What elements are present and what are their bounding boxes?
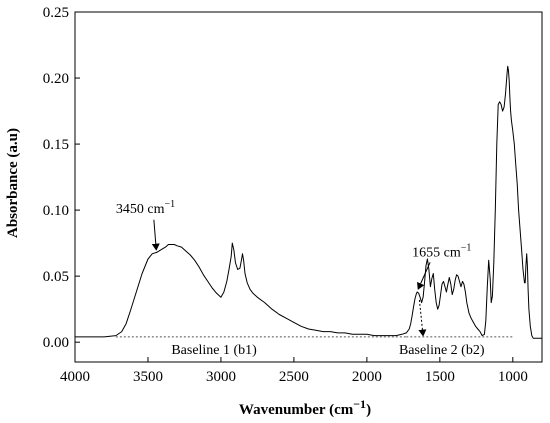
annotation-label: 3450 cm−1 xyxy=(116,199,175,217)
x-tick-label: 1000 xyxy=(498,369,528,385)
annotation-text: 1655 cm xyxy=(412,245,461,260)
y-tick-label: 0.25 xyxy=(43,5,69,21)
x-axis-title-text: Wavenumber (cm xyxy=(239,402,354,418)
x-axis-title: Wavenumber (cm−1) xyxy=(239,397,371,418)
x-tick-label: 2000 xyxy=(352,369,382,385)
x-tick-label: 3000 xyxy=(206,369,236,385)
annotation-label: 1655 cm−1 xyxy=(412,242,471,260)
annotation-arrow-baseline2 xyxy=(418,299,427,337)
annotation-label: Baseline 1 (b1) xyxy=(171,343,257,358)
y-tick-label: 0.15 xyxy=(43,137,69,153)
x-tick-label: 2500 xyxy=(279,369,309,385)
plot-area: 4000 3500 3000 2500 2000 1500 1000 0.00 0.05 0.10… xyxy=(43,5,543,385)
y-tick-label: 0.05 xyxy=(43,269,69,285)
y-tick-label: 0.20 xyxy=(43,71,69,87)
spectrum-line xyxy=(75,65,542,339)
plot-frame xyxy=(74,11,543,363)
x-tick-label: 1500 xyxy=(425,369,455,385)
y-tick-label: 0.00 xyxy=(43,335,69,351)
x-tick-label: 3500 xyxy=(133,369,163,385)
x-tick-label: 4000 xyxy=(60,369,90,385)
annotation-arrow-3450 xyxy=(151,219,160,251)
annotation-text: 3450 cm xyxy=(116,202,165,217)
annotation-text: Baseline 2 (b2) xyxy=(399,343,485,358)
x-axis-title-tail: ) xyxy=(366,402,371,418)
annotation-text: Baseline 1 (b1) xyxy=(171,343,257,358)
x-axis-title-superscript: −1 xyxy=(353,397,366,411)
annotation-superscript: −1 xyxy=(461,242,472,253)
annotation-superscript: −1 xyxy=(164,199,175,210)
y-tick-label: 0.10 xyxy=(43,203,69,219)
annotation-label: Baseline 2 (b2) xyxy=(399,343,485,358)
y-axis-title: Absorbance (a.u) xyxy=(5,128,21,238)
annotation-arrow-1655 xyxy=(417,262,431,290)
